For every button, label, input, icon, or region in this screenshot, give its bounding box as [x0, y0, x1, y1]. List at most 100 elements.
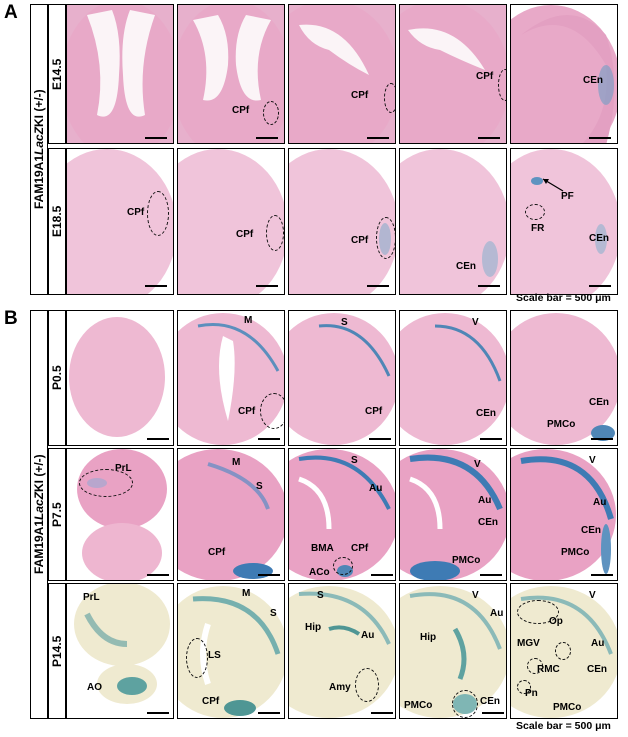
label-v: V [589, 590, 596, 601]
label-cpf: CPf [351, 90, 369, 101]
tile-b-p7-2: M S CPf [177, 448, 285, 581]
label-cpf: CPf [127, 207, 145, 218]
label-au: Au [478, 495, 492, 506]
region-outline [517, 600, 559, 624]
label-mgv: MGV [517, 638, 540, 649]
label-v: V [589, 455, 596, 466]
region-outline [79, 469, 133, 497]
label-bma: BMA [311, 543, 334, 554]
tile-a-e14-2: CPf [177, 4, 285, 144]
label-cen: CEn [478, 517, 498, 528]
panel-b-letter: B [4, 308, 18, 329]
label-prl: PrL [83, 592, 100, 603]
tile-a-e18-2: CPf [177, 148, 285, 295]
label-hip: Hip [420, 632, 437, 643]
label-s: S [270, 608, 277, 619]
label-cpf: CPf [365, 406, 383, 417]
row-label-e18-5: E18.5 [48, 148, 66, 295]
label-op: Op [549, 616, 563, 627]
label-m: M [244, 315, 253, 326]
tile-b-p7-5: V Au CEn PMCo [510, 448, 618, 581]
row-label-p7-5: P7.5 [48, 448, 66, 581]
tile-b-p14-2: M S LS CPf [177, 583, 285, 719]
tile-a-e14-1 [66, 4, 174, 144]
row-label-p0-5: P0.5 [48, 310, 66, 446]
tile-b-p0-2: M CPf [177, 310, 285, 446]
label-pmco: PMCo [404, 700, 433, 711]
label-cen: CEn [581, 525, 601, 536]
label-v: V [472, 590, 479, 601]
region-outline [525, 204, 545, 220]
label-s: S [351, 455, 358, 466]
tile-b-p0-5: CEn PMCo [510, 310, 618, 446]
region-outline [147, 191, 169, 236]
region-outline [555, 642, 571, 660]
label-m: M [232, 457, 241, 468]
label-s: S [317, 590, 324, 601]
label-cen: CEn [583, 75, 603, 86]
label-cpf: CPf [236, 229, 254, 240]
tile-b-p14-4: V Au Hip PMCo CEn [399, 583, 507, 719]
tile-b-p7-3: S Au BMA CPf ACo [288, 448, 396, 581]
label-cpf: CPf [351, 543, 369, 554]
tile-b-p0-1 [66, 310, 174, 446]
label-pmco: PMCo [452, 555, 481, 566]
label-fr: FR [531, 223, 545, 234]
tile-a-e14-4: CPf [399, 4, 507, 144]
label-v: V [474, 459, 481, 470]
tile-b-p7-4: V Au CEn PMCo [399, 448, 507, 581]
label-au: Au [490, 608, 504, 619]
label-cpf: CPf [208, 547, 226, 558]
label-rmc: RMC [537, 664, 560, 675]
label-au: Au [591, 638, 605, 649]
label-cpf: CPf [202, 696, 220, 707]
label-cen: CEn [476, 408, 496, 419]
region-outline [333, 557, 353, 575]
label-amy: Amy [329, 682, 351, 693]
tile-b-p0-4: V CEn [399, 310, 507, 446]
tile-a-e14-5: CEn [510, 4, 618, 144]
region-outline [263, 101, 279, 125]
tile-b-p14-1: PrL AO [66, 583, 174, 719]
row-label-e14-5: E14.5 [48, 4, 66, 144]
label-cpf: CPf [351, 235, 369, 246]
tile-a-e18-4: CEn [399, 148, 507, 295]
label-au: Au [593, 497, 607, 508]
panel-a-genotype-label: FAM19A1 LacZ KI (+/-) [30, 4, 48, 295]
tile-b-p0-3: S CPf [288, 310, 396, 446]
tile-b-p14-5: V Op MGV Au RMC CEn Pn PMCo [510, 583, 618, 719]
label-pmco: PMCo [553, 702, 582, 713]
label-pf: PF [561, 191, 574, 202]
region-outline [452, 690, 478, 718]
label-ao: AO [87, 682, 102, 693]
label-cpf: CPf [238, 406, 256, 417]
label-ls: LS [208, 650, 221, 661]
label-aco: ACo [309, 567, 330, 578]
region-outline [384, 83, 395, 113]
label-pn: Pn [525, 688, 538, 699]
label-au: Au [369, 483, 383, 494]
region-outline [517, 680, 531, 694]
region-outline [260, 393, 284, 429]
region-outline [498, 69, 506, 101]
label-s: S [341, 317, 348, 328]
panel-b-genotype-label: FAM19A1 LacZ KI (+/-) [30, 310, 48, 719]
tile-b-p7-1: PrL [66, 448, 174, 581]
label-cen: CEn [480, 696, 500, 707]
label-pmco: PMCo [561, 547, 590, 558]
tile-a-e18-1: CPf [66, 148, 174, 295]
scale-bar-caption: Scale bar = 500 μm [516, 720, 611, 732]
region-outline [266, 215, 284, 251]
region-outline [376, 217, 395, 259]
label-v: V [472, 317, 479, 328]
tile-a-e18-5: PF FR CEn [510, 148, 618, 295]
region-outline [186, 638, 208, 678]
label-au: Au [361, 630, 375, 641]
label-cen: CEn [589, 233, 609, 244]
label-s: S [256, 481, 263, 492]
label-prl: PrL [115, 463, 132, 474]
label-cen: CEn [587, 664, 607, 675]
label-cpf: CPf [476, 71, 494, 82]
tile-b-p14-3: S Hip Au Amy [288, 583, 396, 719]
label-cen: CEn [589, 397, 609, 408]
